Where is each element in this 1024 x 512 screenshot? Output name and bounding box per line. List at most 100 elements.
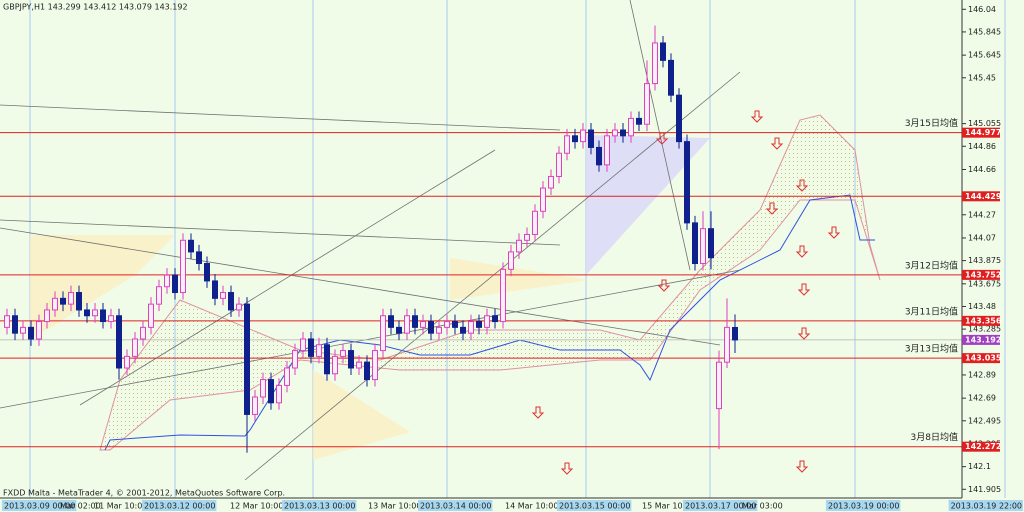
y-tick-label: 143.675 [968,279,1001,288]
y-tick-label: 145.45 [968,73,996,82]
y-tick-label: 144.07 [968,233,996,242]
candle-body [524,233,530,241]
arrow-icon [795,179,809,192]
candle-body [532,210,538,235]
candle-body [108,315,114,323]
x-tick-label: 12 Mar 10:00 [230,502,283,511]
arrow-icon [797,283,811,296]
drawings [0,0,881,481]
candle-body [20,326,26,334]
candle-body [212,280,218,299]
candle-body [284,367,290,386]
y-tick-label: 143.875 [968,256,1001,265]
candle-body [180,239,186,294]
candle-body [636,117,642,125]
x-tick-label: Mar 03:00 [742,502,783,511]
x-tick-label: 2013.03.14 00:00 [420,502,491,511]
y-tick-label: 141.905 [968,485,1001,494]
triangle-object [313,370,410,460]
y-tick-label: 144.66 [968,165,996,174]
y-tick-label: 142.1 [968,462,991,471]
candle-body [564,135,570,154]
price-level-box [962,191,1000,202]
candle-body [28,326,34,340]
candle-body [292,350,298,369]
candle-body [380,315,386,352]
candle-body [420,321,426,328]
candle-body [516,239,522,253]
price-level-box [962,269,1000,280]
candle-body [676,94,682,143]
x-tick-label: Mar 02:00 [60,502,101,511]
candle-body [44,309,50,323]
x-tick-label: 13 Mar 10:00 [368,502,421,511]
price-level-box [962,315,1000,326]
candle-body [364,361,370,381]
candle-body [436,326,442,334]
x-tick-label: 14 Mar 10:00 [505,502,558,511]
candle-body [412,315,418,328]
price-level-box [962,127,1000,138]
x-label-box [142,500,217,511]
candle-body [596,146,602,166]
bid-box [962,334,1000,345]
y-tick-label: 142.69 [968,394,996,403]
candle-body [508,251,514,270]
x-tick-label: 15 Mar 10:00 [642,502,695,511]
y-tick-label: 146.04 [968,5,996,14]
candle-body [164,274,170,288]
candle-body [732,326,738,341]
axis-labels: 146.04 145.845 145.645 145.45 145.055 144.86 1… [2,5,1023,511]
candle-body [300,338,306,352]
candle-body [716,361,722,410]
x-label-box [282,500,357,511]
price-level-label: 144.977 [965,128,1001,137]
candle-body [12,315,18,334]
levels: 3月15日均值 3月12日均值 3月11日均值 3月13日均值 3月8日均值 [0,117,962,448]
arrow-icon [795,460,809,473]
candle-body [492,315,498,323]
candle-body [620,129,626,137]
x-tick-label: 2013.03.19 22:00 [951,502,1022,511]
candle-body [500,268,506,323]
x-tick-label: 2013.03.19 00:00 [828,502,899,511]
candle-body [580,129,586,143]
candle-body [132,338,138,357]
candle-body [604,135,610,166]
y-tick-label: 143.48 [968,302,996,311]
triangle-object [30,235,175,340]
x-tick-label: 2013.03.17 00:00 [685,502,756,511]
candle-body [332,355,338,375]
candles [4,25,738,453]
triangle-object [450,258,590,300]
chart-title: GBPJPY,H1 143.299 143.412 143.079 143.19… [3,3,188,12]
candle-body [588,129,594,148]
candle-body [60,297,66,305]
candle-body [84,309,90,317]
x-label-box [2,500,77,511]
candle-body [484,315,490,328]
candle-body [92,309,98,317]
candle-body [452,321,458,328]
arrow-icon [765,202,779,215]
arrow-icon [795,245,809,258]
candle-body [324,344,330,375]
candle-body [468,321,474,334]
candle-body [548,175,554,189]
price-level-label: 142.272 [965,442,1001,451]
x-tick-label: 11 Mar 10:00 [94,502,147,511]
candle-body [540,187,546,212]
x-tick-label: 2013.03.09 00:00 [4,502,75,511]
candle-body [172,274,178,294]
x-label-box [826,500,901,511]
x-label-box [683,500,758,511]
candle-body [124,355,130,369]
candle-body [724,326,730,363]
arrow-icon [770,137,784,150]
price-level-note: 3月8日均值 [911,431,958,443]
trend-line [79,149,496,406]
candle-body [308,338,314,357]
price-level-note: 3月12日均值 [905,259,958,271]
